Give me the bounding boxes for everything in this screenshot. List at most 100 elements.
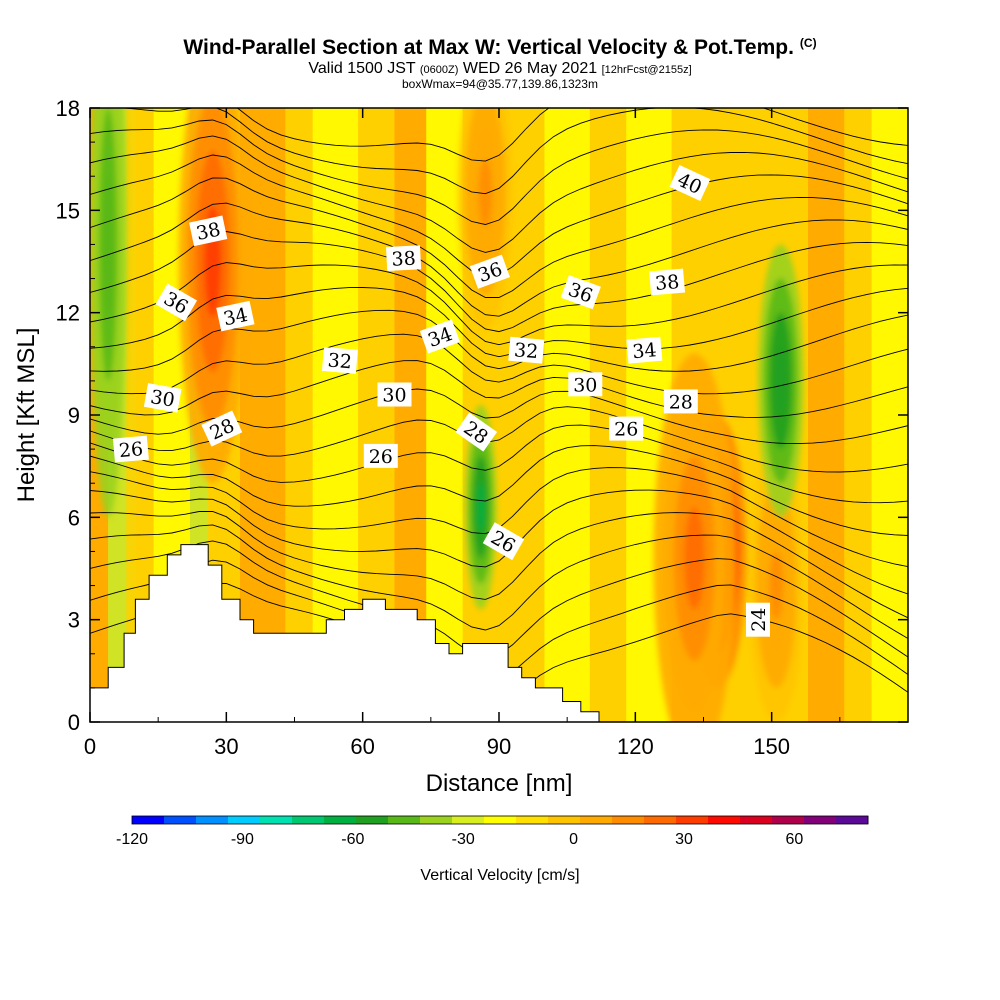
contour-label-text: 32	[513, 339, 539, 363]
contour-label: 34	[419, 319, 460, 354]
contour-label-text: 26	[118, 438, 144, 462]
theta-contour	[90, 177, 908, 298]
colorbar-swatch	[292, 816, 325, 824]
contour-label: 30	[568, 372, 603, 397]
colorbar-swatch	[580, 816, 613, 824]
contour-label-box	[649, 268, 686, 296]
contour-label-box	[482, 522, 525, 561]
theta-contour	[90, 262, 908, 346]
velocity-feature	[769, 551, 784, 620]
contour-label: 26	[363, 443, 398, 468]
contour-label: 26	[609, 416, 644, 441]
contour-label-box	[669, 164, 711, 202]
chart-title: Wind-Parallel Section at Max W: Vertical…	[0, 36, 1000, 60]
contour-label-text: 34	[631, 339, 657, 363]
colorbar-swatch	[452, 816, 485, 824]
contour-label-box	[419, 319, 460, 354]
y-tick-label: 0	[68, 710, 80, 735]
contour-label-text: 30	[149, 386, 177, 412]
x-tick-label: 120	[617, 734, 654, 759]
contour-label-box	[155, 283, 198, 322]
colorbar-swatch	[612, 816, 645, 824]
theta-contour	[90, 445, 908, 536]
colorbar-swatch	[228, 816, 261, 824]
colorbar-swatch	[772, 816, 805, 824]
colorbar-swatch	[836, 816, 869, 824]
colorbar-swatch	[740, 816, 773, 824]
colorbar-tick-label: 30	[675, 831, 693, 848]
theta-contour	[90, 287, 908, 358]
contour-label-text: 26	[614, 419, 638, 441]
colorbar-tick-label: 0	[569, 831, 578, 848]
colorbar-swatch	[324, 816, 357, 824]
contour-label-text: 38	[391, 247, 416, 270]
colorbar-swatch	[516, 816, 549, 824]
contour-label-box	[385, 245, 422, 271]
contour-label: 30	[377, 382, 412, 407]
contour-label-text: 30	[382, 385, 406, 407]
velocity-features	[90, 108, 804, 722]
valid-date: WED 26 May 2021	[462, 60, 598, 77]
terrain-profile	[90, 544, 908, 722]
colorbar-swatch	[420, 816, 453, 824]
colorbar-swatch	[132, 816, 165, 824]
forecast-info: [12hrFcst@2155z]	[601, 64, 692, 76]
y-tick-label: 18	[56, 96, 80, 121]
contour-label: 34	[216, 300, 255, 332]
contour-label-box	[377, 382, 412, 407]
colorbar-swatch	[164, 816, 197, 824]
velocity-feature	[684, 507, 705, 610]
y-tick-label: 3	[68, 608, 80, 633]
chart-subtitle-box: boxWmax=94@35.77,139.86,1323m	[402, 77, 598, 91]
field-stripe	[285, 108, 313, 722]
colorbar-tick-label: 60	[786, 831, 804, 848]
colorbar-label: Vertical Velocity [cm/s]	[420, 867, 579, 884]
field-stripe	[808, 108, 845, 722]
theta-contour	[90, 231, 908, 333]
colorbar-swatch	[708, 816, 741, 824]
contour-label-box	[189, 215, 228, 247]
utc-time: (0600Z)	[419, 64, 459, 76]
contour-label: 38	[649, 268, 686, 296]
theta-contour	[90, 406, 908, 473]
contour-label: 30	[143, 383, 182, 413]
contour-label-box	[508, 336, 545, 364]
contour-label: 24	[746, 602, 770, 637]
field-stripe	[517, 108, 545, 722]
contour-label-box	[609, 416, 644, 441]
contour-label: 32	[321, 346, 358, 374]
colorbar-swatch	[548, 816, 581, 824]
theta-contour	[90, 524, 908, 639]
valid-time: Valid 1500 JST	[308, 60, 416, 77]
contour-label-text: 24	[748, 608, 770, 632]
colorbar: -120 -90 -60 -30 0 30 60	[116, 815, 869, 848]
contour-label-box	[560, 275, 601, 310]
contour-label-text: 28	[669, 391, 693, 413]
contour-label-box	[663, 389, 698, 414]
copyright-mark: (C)	[799, 36, 817, 50]
contour-label: 38	[385, 245, 422, 271]
contour-label-box	[216, 300, 255, 332]
contour-label-box	[746, 602, 770, 637]
contour-label-box	[455, 412, 498, 452]
contour-label-box	[626, 336, 663, 364]
theta-contour	[90, 119, 908, 225]
contour-label-text: 38	[654, 271, 680, 295]
contour-label-box	[143, 383, 182, 413]
y-tick-label: 12	[56, 301, 80, 326]
field-stripe	[544, 108, 590, 722]
x-tick-label: 30	[214, 734, 238, 759]
colorbar-tick-label: -120	[116, 831, 148, 848]
velocity-feature	[775, 346, 787, 415]
x-tick-label: 90	[487, 734, 511, 759]
theta-contour	[90, 202, 908, 317]
colorbar-tick-label: -90	[231, 831, 254, 848]
colorbar-swatch	[484, 816, 517, 824]
colorbar-swatch	[644, 816, 677, 824]
colorbar-swatch	[356, 816, 389, 824]
theta-contour	[90, 333, 908, 395]
contour-label: 36	[469, 254, 510, 289]
contour-label: 26	[112, 435, 149, 463]
